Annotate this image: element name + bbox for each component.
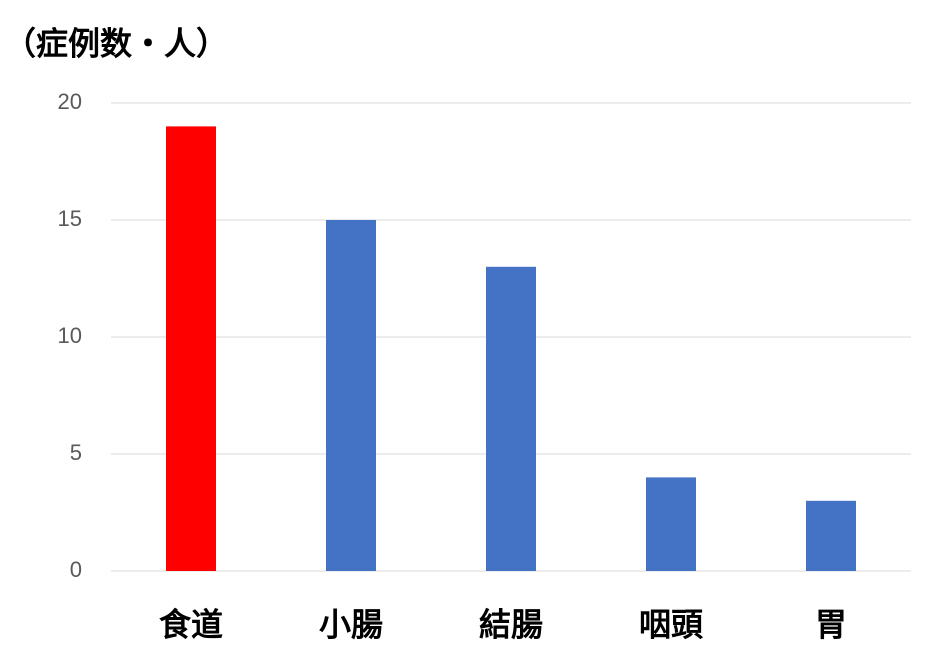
y-tick-label: 20 <box>58 89 82 114</box>
bar <box>166 126 216 572</box>
y-tick-label: 15 <box>58 206 82 231</box>
bar <box>646 477 696 571</box>
y-axis-label: （症例数・人） <box>4 25 228 61</box>
x-tick-label: 小腸 <box>319 606 383 642</box>
x-tick-label: 胃 <box>815 606 847 642</box>
bar <box>326 220 376 571</box>
x-tick-label: 咽頭 <box>639 606 704 642</box>
y-tick-label: 0 <box>70 557 82 582</box>
x-tick-label: 食道 <box>159 606 223 642</box>
y-tick-label: 5 <box>70 440 82 465</box>
x-tick-label: 結腸 <box>479 606 543 642</box>
y-tick-label: 10 <box>58 323 82 348</box>
bar <box>806 500 856 571</box>
bar <box>486 266 536 571</box>
